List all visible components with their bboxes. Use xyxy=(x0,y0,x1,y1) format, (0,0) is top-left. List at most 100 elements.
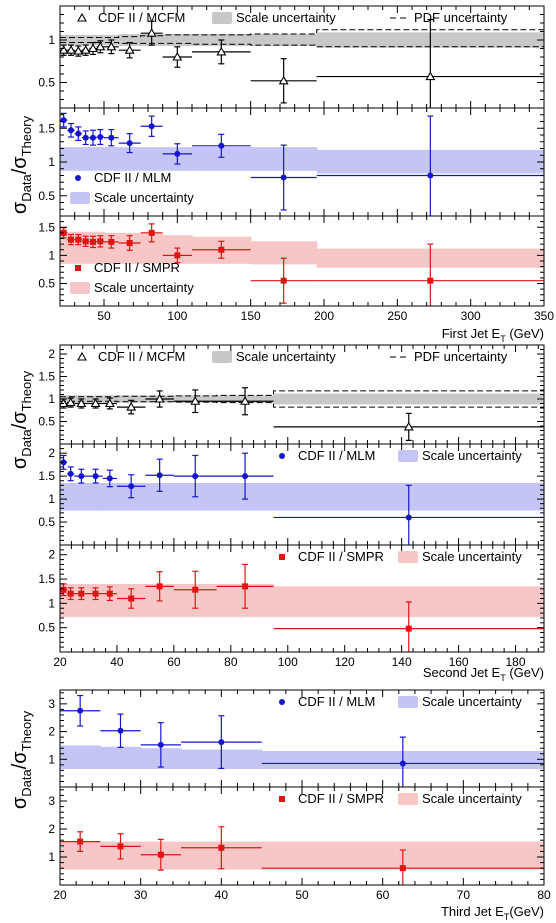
data-point-mlm xyxy=(261,736,544,787)
y-tick-label: 1 xyxy=(48,492,55,506)
y-tick-label: 1.5 xyxy=(38,121,55,135)
data-point-mcfm xyxy=(140,20,163,46)
dot-marker xyxy=(75,175,81,181)
pdf-uncertainty-line xyxy=(60,42,544,48)
x-axis-title: First Jet ET (GeV) xyxy=(442,326,544,344)
scale-band-bin xyxy=(89,147,98,171)
y-tick-label: 1 xyxy=(48,33,55,47)
data-point-smpr xyxy=(261,849,544,885)
y-axis-title-part: Data xyxy=(19,769,34,797)
y-tick-label: 2 xyxy=(48,347,55,361)
scale-band-bin xyxy=(67,147,76,171)
data-point-smpr xyxy=(96,235,104,248)
scale-band-bin xyxy=(96,34,105,46)
panel-plot-area xyxy=(60,452,544,545)
triangle-marker xyxy=(106,41,117,51)
triangle-marker xyxy=(80,45,91,54)
scale-band-bin xyxy=(118,147,142,171)
legend-label: CDF II / MCFM xyxy=(98,349,185,364)
x-axis-title-main: Second Jet E xyxy=(423,665,501,680)
data-point-smpr xyxy=(88,587,103,601)
scale-band-bin xyxy=(60,583,68,617)
triangle-marker xyxy=(76,398,87,408)
scale-band-bin xyxy=(140,147,164,171)
square-marker xyxy=(405,625,412,632)
data-point-smpr xyxy=(116,588,146,609)
y-tick-label: 2 xyxy=(48,822,55,836)
square-marker xyxy=(148,229,155,236)
data-point-mcfm xyxy=(273,412,544,441)
legend-swatch xyxy=(70,192,90,204)
y-tick-label: 1 xyxy=(48,850,55,864)
y-axis-title-part: σ xyxy=(9,796,31,809)
scale-band-bin xyxy=(88,483,104,511)
dot-marker xyxy=(242,473,249,480)
data-point-mcfm xyxy=(250,58,317,104)
pdf-uncertainty-line xyxy=(60,390,544,398)
panel-plot-area xyxy=(60,563,544,652)
data-point-mcfm xyxy=(88,41,98,56)
square-marker xyxy=(90,238,96,245)
triangle-marker xyxy=(425,71,436,81)
legend-label: CDF II / MCFM xyxy=(98,10,185,25)
legend-swatch xyxy=(398,450,418,462)
legend-mcfm: CDF II / MCFM Scale uncertainty PDF uncert… xyxy=(77,349,508,364)
legend-swatch xyxy=(398,696,418,708)
scale-band-bin xyxy=(60,231,68,264)
legend-swatch xyxy=(398,793,418,805)
data-point-mlm xyxy=(162,143,192,165)
y-tick-label: 3 xyxy=(48,794,55,808)
scale-band-bin xyxy=(67,483,75,511)
legend-mlm: CDF II / MLM Scale uncertainty xyxy=(279,694,522,709)
legend-smpr: CDF II / SMPR Scale uncertainty xyxy=(279,549,522,564)
dot-marker xyxy=(75,130,82,137)
scale-band-bin xyxy=(102,483,118,511)
data-point-smpr xyxy=(140,838,181,871)
y-tick-label: 1.5 xyxy=(38,220,55,234)
scale-band-bin xyxy=(89,34,98,46)
legend-label: Scale uncertainty xyxy=(94,280,194,295)
data-point-smpr xyxy=(140,223,163,243)
square-marker xyxy=(77,838,84,845)
data-point-mlm xyxy=(89,129,97,146)
data-point-mcfm xyxy=(95,40,106,54)
legend-smpr: CDF II / SMPR Scale uncertainty xyxy=(279,791,522,806)
x-axis-title-main: First Jet E xyxy=(442,326,501,341)
triangle-marker xyxy=(90,398,101,408)
dot-marker xyxy=(77,707,84,714)
square-marker xyxy=(427,277,434,284)
data-point-mcfm xyxy=(316,19,544,108)
panel-plot-area xyxy=(60,19,544,108)
scale-band-bin xyxy=(140,234,164,264)
panel-plot-area xyxy=(60,112,544,216)
pdf-uncertainty-line xyxy=(60,29,544,38)
x-tick-label: 100 xyxy=(278,655,298,669)
dot-marker xyxy=(218,739,225,746)
data-point-smpr xyxy=(145,571,174,602)
square-marker xyxy=(97,238,104,245)
square-marker xyxy=(128,595,135,602)
square-marker xyxy=(92,590,99,597)
y-tick-label: 1.5 xyxy=(38,572,55,586)
square-marker xyxy=(78,590,85,597)
data-point-smpr xyxy=(100,833,141,860)
square-marker xyxy=(106,590,113,597)
x-axis-title-unit: (GeV) xyxy=(509,904,544,919)
scale-band-bin xyxy=(96,231,105,264)
dot-marker xyxy=(128,483,135,490)
dot-marker xyxy=(192,473,199,480)
triangle-marker xyxy=(124,45,135,54)
dot-marker xyxy=(174,150,181,157)
y-tick-label: 0.5 xyxy=(38,76,55,90)
x-axis-title-unit: (GeV) xyxy=(506,665,544,680)
panel-second-jet-smpr: 0.5 1 1.5 2 20 40 60 80 100 120 140 160 180 CDF II / … xyxy=(38,544,545,669)
data-point-smpr xyxy=(118,235,141,251)
square-marker xyxy=(192,586,199,593)
square-marker xyxy=(67,590,74,597)
data-point-smpr xyxy=(74,233,82,246)
scale-band-bin xyxy=(250,34,318,46)
triangle-marker xyxy=(216,46,227,56)
data-point-mlm xyxy=(118,133,141,154)
panel-plot-area xyxy=(60,387,544,441)
scale-band-bin xyxy=(118,34,142,46)
